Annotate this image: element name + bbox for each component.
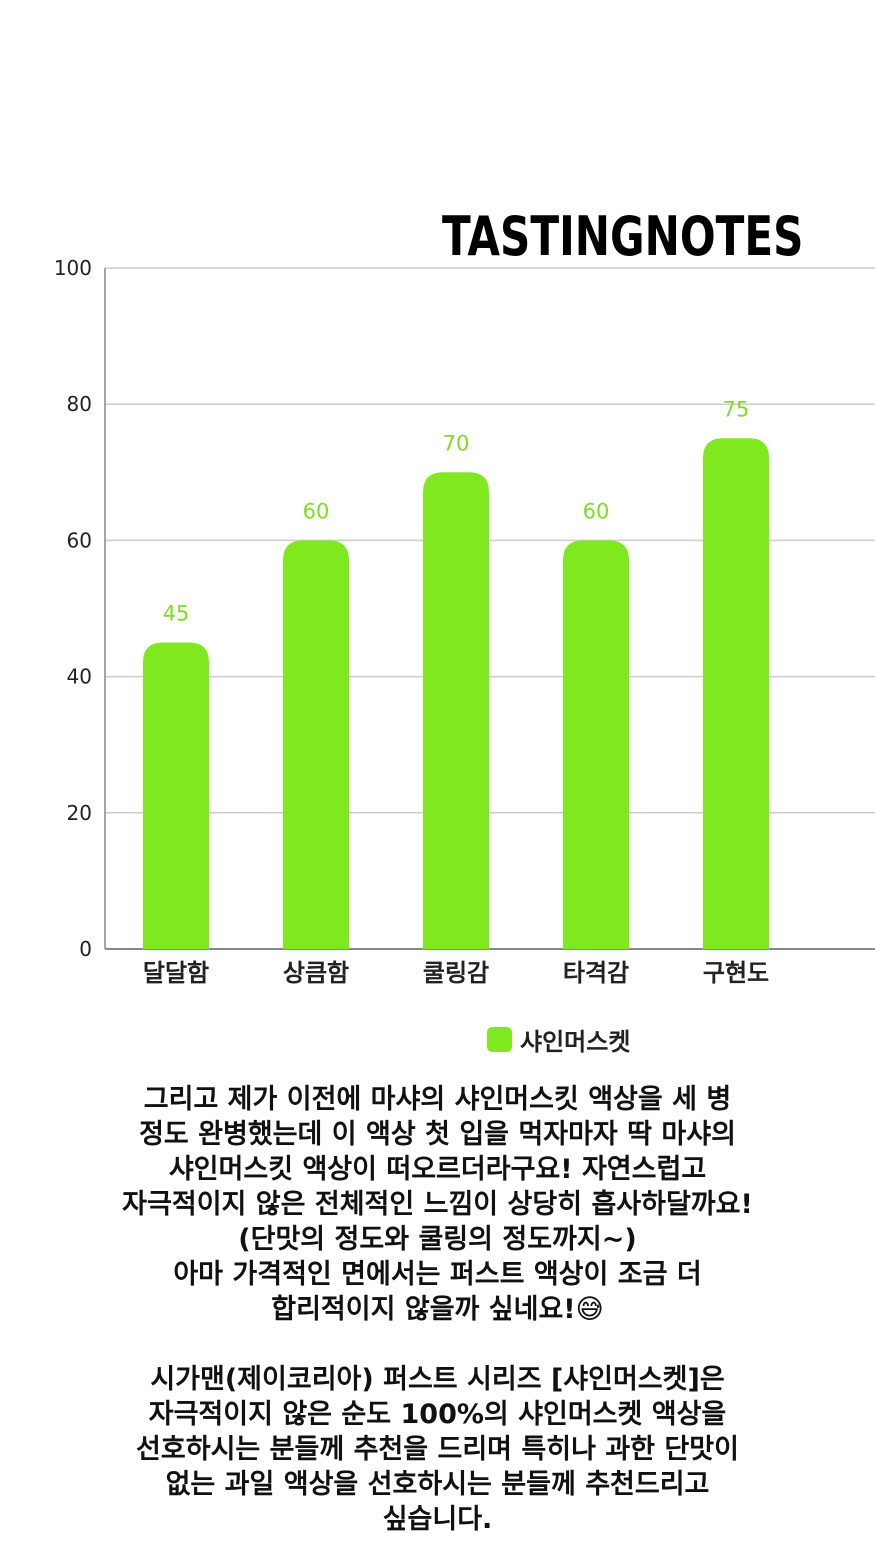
y-tick-label: 40 — [67, 665, 92, 689]
bar-value-label: 60 — [303, 499, 330, 523]
y-tick-label: 100 — [54, 256, 92, 280]
bar — [703, 438, 769, 949]
legend: 샤인머스켓 — [487, 1022, 630, 1057]
legend-label: 샤인머스켓 — [520, 1028, 631, 1056]
bar-chart: 0 20 40 60 80 100 45 달달함 60 상큼함 70 쿨링감 60 타격감 75 구현도 — [54, 256, 875, 987]
x-tick-label: 상큼함 — [283, 959, 349, 987]
bar-value-label: 60 — [583, 499, 610, 523]
description-line: 합리적이지 않을까 싶네요!😅 — [271, 1294, 604, 1325]
description-text: 그리고 제가 이전에 마샤의 샤인머스킷 액상을 세 병 정도 완병했는데 이 … — [40, 1082, 835, 1537]
bar-value-label: 45 — [163, 602, 190, 626]
description-line: 아마 가격적인 면에서는 퍼스트 액상이 조금 더 — [173, 1259, 702, 1290]
description-line: 싶습니다. — [382, 1504, 493, 1535]
description-line: 자극적이지 않은 전체적인 느낌이 상당히 흡사하달까요! — [122, 1189, 753, 1220]
description-line: 정도 완병했는데 이 액상 첫 입을 먹자마자 딱 마샤의 — [139, 1119, 736, 1150]
x-tick-label: 쿨링감 — [423, 959, 489, 987]
y-tick-label: 60 — [67, 528, 92, 552]
description-line: 선호하시는 분들께 추천을 드리며 특히나 과한 단맛이 — [136, 1434, 739, 1465]
paragraph-spacer — [40, 1327, 835, 1362]
x-tick-label: 타격감 — [563, 959, 629, 987]
description-line: 없는 과일 액상을 선호하시는 분들께 추천드리고 — [165, 1469, 710, 1500]
bar — [143, 642, 209, 949]
y-tick-label: 0 — [79, 937, 92, 961]
y-tick-label: 20 — [67, 801, 92, 825]
x-tick-label: 구현도 — [703, 959, 769, 987]
legend-swatch — [487, 1027, 512, 1052]
description-line: (단맛의 정도와 쿨링의 정도까지~) — [238, 1224, 637, 1255]
x-tick-label: 달달함 — [143, 959, 209, 987]
description-line: 샤인머스킷 액상이 떠오르더라구요! 자연스럽고 — [168, 1154, 707, 1185]
y-tick-label: 80 — [67, 392, 92, 416]
bar — [563, 540, 629, 949]
description-line: 시가맨(제이코리아) 퍼스트 시리즈 [샤인머스켓]은 — [150, 1364, 725, 1395]
bar — [423, 472, 489, 949]
chart-title: TASTINGNOTES — [441, 205, 803, 268]
description-line: 자극적이지 않은 순도 100%의 샤인머스켓 액상을 — [148, 1399, 727, 1430]
bar-value-label: 70 — [443, 431, 470, 455]
bar — [283, 540, 349, 949]
bar-value-label: 75 — [723, 397, 750, 421]
description-line: 그리고 제가 이전에 마샤의 샤인머스킷 액상을 세 병 — [143, 1084, 732, 1115]
